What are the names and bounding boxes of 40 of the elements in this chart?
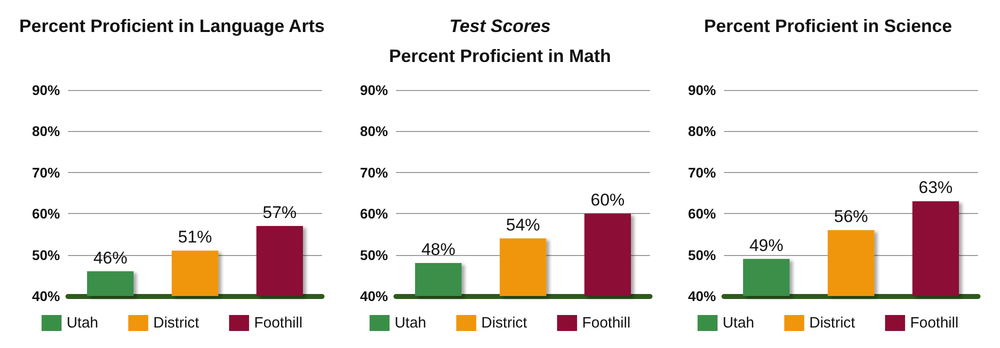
- y-tick-label: 40%: [360, 288, 389, 304]
- y-tick-label: 90%: [32, 82, 61, 98]
- data-label: 63%: [918, 178, 953, 198]
- y-tick-label: 80%: [32, 123, 61, 140]
- data-label: 60%: [590, 190, 625, 210]
- y-tick-label: 60%: [360, 206, 389, 222]
- y-tick-label: 80%: [360, 123, 389, 140]
- data-label: 57%: [262, 202, 297, 222]
- legend-label: Foothill: [254, 314, 302, 332]
- y-tick-label: 50%: [360, 246, 389, 263]
- legend-label: District: [481, 314, 528, 332]
- y-tick-label: 90%: [360, 82, 389, 98]
- y-tick-label: 70%: [360, 164, 389, 180]
- legend-label: Utah: [66, 314, 98, 332]
- legend-label: District: [809, 314, 856, 332]
- y-tick-label: 60%: [32, 206, 61, 222]
- data-label: 56%: [834, 207, 868, 226]
- y-tick-label: 50%: [688, 246, 717, 263]
- legend-label: District: [153, 314, 200, 332]
- data-label: 49%: [749, 236, 784, 255]
- y-tick-label: 40%: [688, 288, 717, 304]
- chart-title: Percent Proficient in Science: [704, 16, 952, 36]
- y-tick-label: 50%: [32, 246, 61, 263]
- y-tick-label: 70%: [688, 164, 717, 180]
- legend-label: Utah: [722, 314, 754, 332]
- data-label: 48%: [421, 240, 456, 260]
- legend-label: Utah: [394, 314, 426, 332]
- y-tick-label: 70%: [32, 164, 61, 180]
- chart-title: Test Scores: [449, 16, 551, 36]
- chart-title: Percent Proficient in Language Arts: [19, 16, 325, 36]
- data-label: 51%: [178, 228, 212, 247]
- data-label: 46%: [93, 248, 128, 268]
- data-label: 54%: [506, 215, 540, 234]
- chart-subtitle: Percent Proficient in Math: [388, 46, 612, 66]
- y-tick-label: 90%: [688, 82, 717, 98]
- y-tick-label: 40%: [32, 288, 61, 304]
- legend-label: Foothill: [582, 314, 630, 332]
- y-tick-label: 80%: [688, 123, 717, 140]
- legend-label: Foothill: [910, 314, 958, 332]
- y-tick-label: 60%: [688, 206, 717, 222]
